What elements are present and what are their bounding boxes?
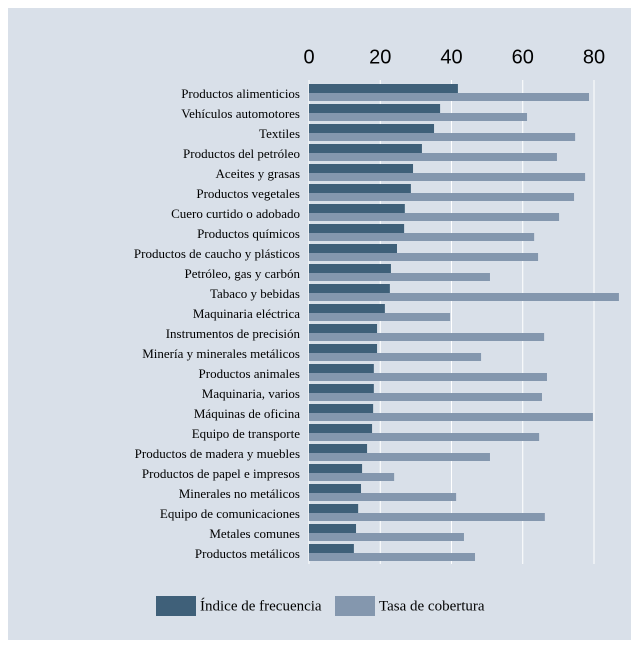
x-tick-label: 20: [369, 46, 391, 68]
y-tick-label: Equipo de comunicaciones: [160, 506, 300, 521]
bar: [309, 333, 545, 341]
legend-swatch: [156, 596, 196, 616]
bar: [309, 444, 368, 453]
y-tick-label: Equipo de transporte: [192, 426, 301, 441]
legend-swatch: [335, 596, 375, 616]
bar: [309, 293, 619, 301]
bar: [309, 304, 385, 313]
x-tick-label: 80: [583, 46, 605, 68]
bar: [309, 133, 576, 141]
bar: [309, 93, 590, 101]
bar: [309, 373, 547, 381]
bar: [309, 384, 374, 393]
bar: [309, 413, 593, 421]
y-tick-label: Cuero curtido o adobado: [171, 206, 300, 221]
bar: [309, 164, 414, 173]
bar: [309, 84, 458, 93]
y-tick-label: Metales comunes: [209, 526, 300, 541]
bar: [309, 364, 374, 373]
bar: [309, 533, 464, 541]
bar: [309, 204, 405, 213]
bar: [309, 144, 422, 153]
legend-label: Índice de frecuencia: [200, 597, 322, 614]
bar: [309, 253, 539, 261]
bar: [309, 453, 490, 461]
bar: [309, 244, 397, 253]
bar: [309, 284, 390, 293]
bar: [309, 273, 490, 281]
bar: [309, 393, 542, 401]
y-tick-label: Maquinaria, varios: [202, 386, 300, 401]
bar: [309, 524, 357, 533]
y-tick-label: Aceites y grasas: [216, 166, 300, 181]
y-tick-label: Minerales no metálicos: [179, 486, 300, 501]
bar: [309, 433, 540, 441]
bar: [309, 513, 545, 521]
y-tick-label: Tabaco y bebidas: [210, 286, 300, 301]
y-tick-label: Productos de caucho y plásticos: [134, 246, 300, 261]
bar: [309, 264, 391, 273]
bar: [309, 544, 354, 553]
bar: [309, 213, 560, 221]
bar: [309, 473, 395, 481]
y-tick-label: Productos animales: [199, 366, 300, 381]
y-tick-label: Minería y minerales metálicos: [142, 346, 300, 361]
bar: [309, 353, 482, 361]
bar: [309, 504, 359, 513]
bar: [309, 324, 378, 333]
y-tick-label: Productos metálicos: [195, 546, 300, 561]
bar: [309, 404, 374, 413]
bar: [309, 553, 476, 561]
bar: [309, 233, 535, 241]
y-tick-label: Petróleo, gas y carbón: [184, 266, 300, 281]
bar: [309, 313, 451, 321]
bar: [309, 153, 557, 161]
y-tick-label: Instrumentos de precisión: [166, 326, 301, 341]
bar: [309, 424, 373, 433]
y-tick-label: Productos alimenticios: [181, 86, 300, 101]
y-tick-label: Productos de papel e impresos: [142, 466, 300, 481]
y-tick-label: Máquinas de oficina: [194, 406, 300, 421]
x-tick-label: 60: [512, 46, 534, 68]
y-tick-label: Vehículos automotores: [181, 106, 300, 121]
bar: [309, 484, 362, 493]
bar: [309, 113, 528, 121]
y-tick-label: Productos vegetales: [196, 186, 300, 201]
bar: [309, 344, 378, 353]
y-tick-label: Productos químicos: [197, 226, 300, 241]
x-tick-label: 40: [440, 46, 462, 68]
bar: [309, 493, 457, 501]
y-tick-label: Maquinaria eléctrica: [193, 306, 300, 321]
bar: [309, 173, 586, 181]
bar: [309, 464, 363, 473]
legend-label: Tasa de cobertura: [379, 598, 485, 614]
bar: [309, 104, 441, 113]
y-tick-label: Productos del petróleo: [183, 146, 300, 161]
y-tick-label: Textiles: [259, 126, 300, 141]
bar: [309, 124, 435, 133]
y-tick-label: Productos de madera y muebles: [135, 446, 300, 461]
bar: [309, 224, 405, 233]
x-tick-label: 0: [303, 46, 314, 68]
bar: [309, 184, 411, 193]
bar: [309, 193, 575, 201]
